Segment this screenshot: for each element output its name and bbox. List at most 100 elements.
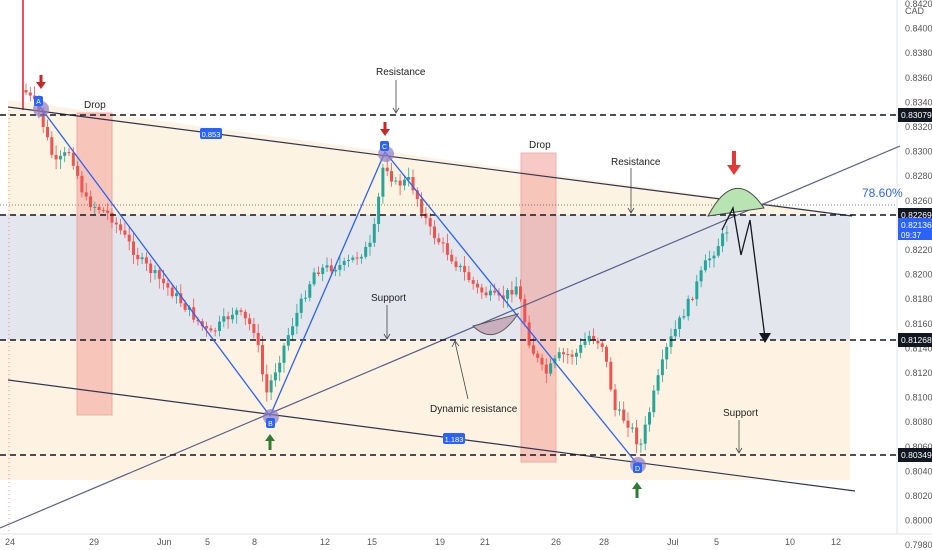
candle-body	[140, 257, 144, 260]
arrow-down-a	[36, 75, 46, 89]
candle-body	[484, 292, 488, 296]
candle-body	[424, 213, 428, 219]
time-tick-label: 28	[599, 537, 609, 547]
drop-zone-2	[520, 152, 557, 463]
time-tick-label: 26	[551, 537, 561, 547]
pointer-dynamic-resistance	[454, 341, 469, 400]
candle-body	[712, 255, 716, 259]
candle-body	[510, 289, 514, 295]
candle-body	[660, 359, 664, 376]
arrow-down-right-shaft	[732, 151, 736, 165]
candle-body	[385, 167, 389, 172]
candle-body	[28, 92, 32, 96]
candle-body	[153, 270, 157, 274]
ratio-badge-2: 1.183	[443, 433, 465, 444]
point-B-badge	[266, 418, 275, 428]
ratio-badge-2-label: 1.183	[445, 435, 464, 444]
arrow-down-a-head	[36, 82, 46, 89]
candle-body	[656, 375, 660, 391]
candle-body	[222, 316, 226, 322]
time-tick-label: 29	[89, 537, 99, 547]
candle-body	[488, 290, 492, 296]
candle-body	[269, 380, 273, 393]
candle-body	[97, 206, 101, 210]
candle-body	[106, 210, 110, 213]
candle-body	[480, 287, 484, 293]
candle-body	[652, 390, 656, 413]
label-resistance-right: Resistance	[611, 157, 661, 168]
candle-body	[506, 289, 510, 299]
time-tick-label: 21	[480, 537, 490, 547]
candle-body	[549, 363, 553, 374]
candle-body	[54, 154, 58, 160]
price-level-badge	[898, 108, 932, 122]
candle-body	[76, 165, 80, 176]
candle-body	[699, 270, 703, 282]
candle-body	[394, 180, 398, 182]
price-level-value: 0.82269	[901, 210, 932, 220]
candle-body	[226, 316, 230, 320]
candle-body	[209, 328, 213, 331]
time-tick-label: 8	[252, 537, 257, 547]
candle-body	[179, 293, 183, 304]
time-tick-label: Jun	[157, 537, 172, 547]
candle-body	[235, 310, 239, 315]
time-tick-label: 24	[5, 537, 15, 547]
candle-body	[359, 256, 363, 259]
pointer-support-right-head	[735, 447, 743, 454]
candle-body	[372, 223, 376, 243]
ratio-badge-1-label: 0.853	[202, 130, 221, 139]
candle-body	[58, 155, 62, 160]
candle-body	[420, 199, 424, 214]
candle-body	[132, 241, 135, 255]
candle-body	[46, 127, 49, 138]
candle-body	[635, 427, 639, 445]
candle-body	[334, 269, 338, 272]
time-tick-label: 10	[785, 537, 795, 547]
point-D[interactable]: D	[630, 457, 646, 473]
candle-body	[41, 110, 45, 128]
candle-body	[316, 272, 320, 275]
resistance-arc	[707, 188, 765, 217]
range-zone	[0, 215, 850, 340]
candle-body	[643, 424, 647, 444]
pointer-support-mid-head	[383, 333, 391, 340]
candle-body	[673, 329, 677, 337]
candle-body	[467, 272, 471, 281]
ratio-badge-1: 0.853	[200, 128, 222, 139]
candle-body	[364, 246, 368, 257]
point-C[interactable]: C	[378, 141, 394, 162]
candle-body	[205, 326, 209, 329]
price-tick-label: 0.79800	[905, 540, 932, 550]
point-B[interactable]: B	[263, 409, 279, 428]
annotation-pointers	[383, 80, 743, 454]
candle-body	[557, 352, 561, 359]
candle-body	[514, 286, 518, 295]
candle-body	[587, 335, 591, 342]
candle-body	[703, 260, 707, 271]
candle-body	[162, 278, 166, 284]
arrow-down-a-shaft	[39, 75, 43, 82]
candle-body	[261, 345, 264, 375]
lower-channel-line	[7, 379, 856, 492]
candle-body	[553, 358, 557, 364]
candle-body	[312, 272, 316, 285]
arrow-up-d-shaft	[635, 489, 639, 498]
point-A[interactable]: A	[33, 96, 49, 117]
candle-body	[50, 137, 54, 155]
candle-body	[678, 317, 682, 330]
time-tick-label: Jul	[667, 537, 679, 547]
candle-body	[566, 354, 570, 356]
candle-body	[71, 152, 75, 166]
point-B-label: B	[268, 421, 273, 428]
point-C-label: C	[382, 144, 387, 151]
candle-body	[67, 152, 71, 154]
